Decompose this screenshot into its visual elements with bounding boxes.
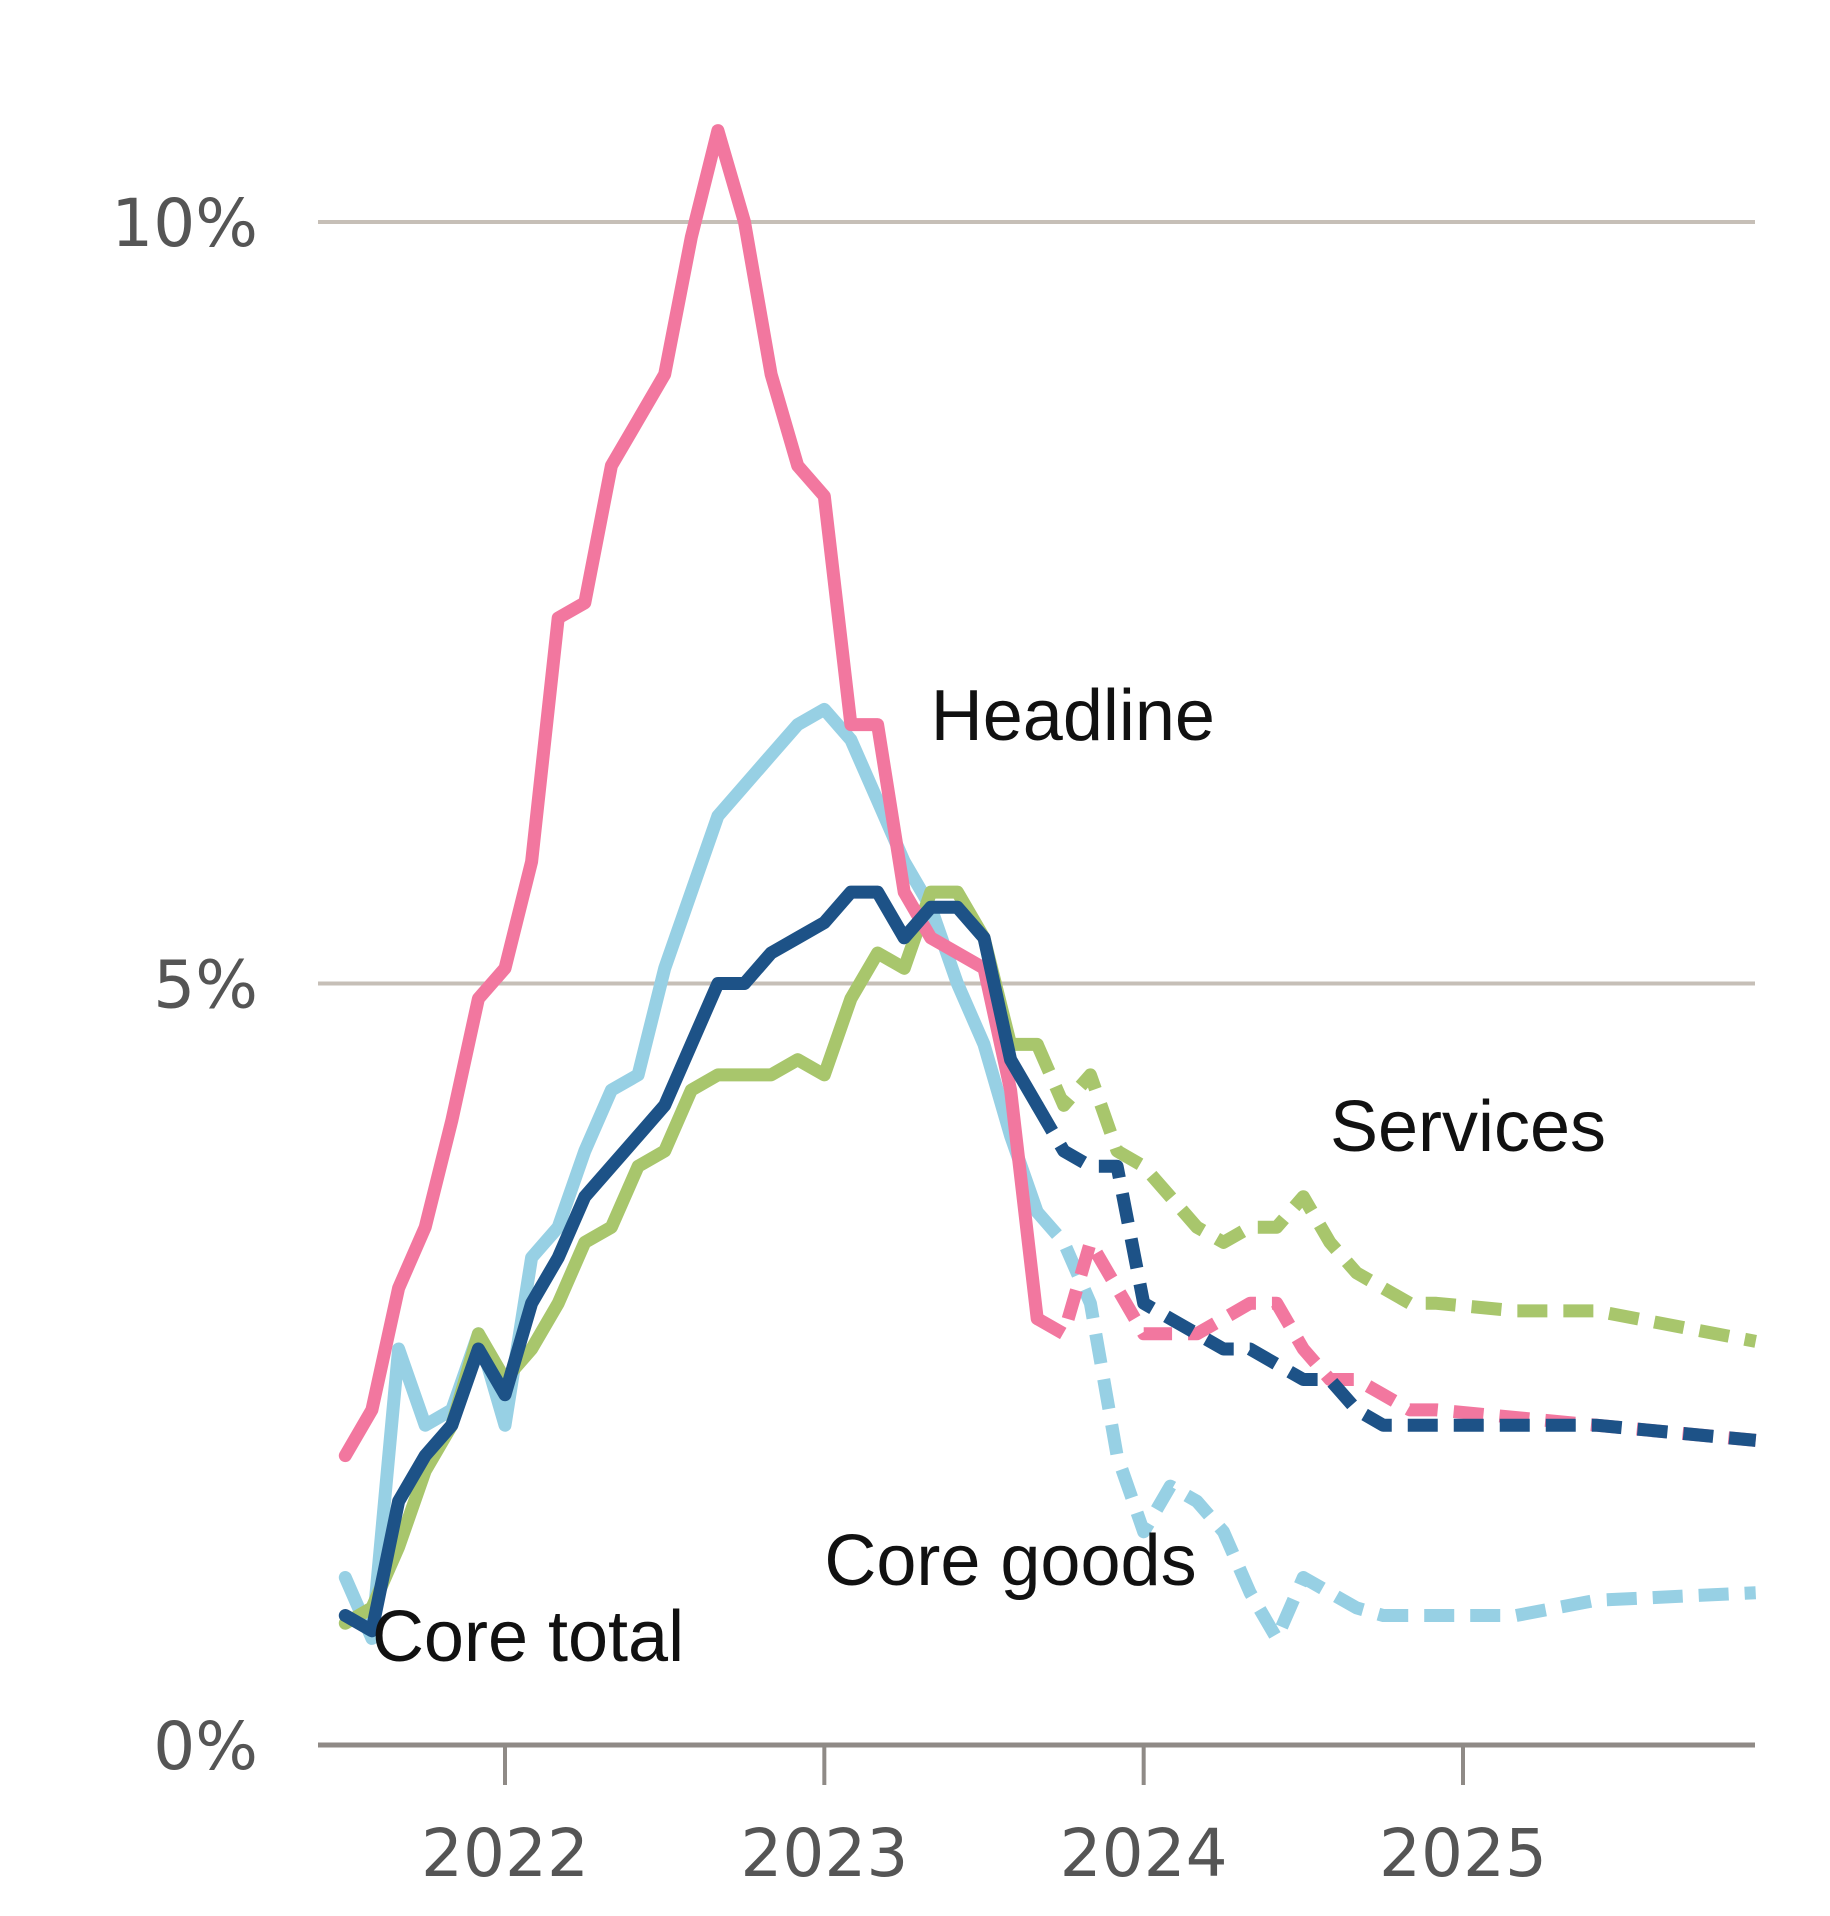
series-core-total-forecast <box>1031 1102 1757 1447</box>
series-label-core-goods: Core goods <box>824 1521 1196 1601</box>
series-label-core-total: Core total <box>372 1597 684 1677</box>
gridlines <box>318 220 1755 1748</box>
x-tick-label: 2025 <box>1379 1815 1547 1892</box>
series-core-goods-actual <box>338 702 1044 1645</box>
series-labels: Headline Core goods Services Core total <box>372 676 1606 1677</box>
series-core-total-actual <box>338 885 1044 1638</box>
x-tick-label: 2024 <box>1060 1815 1228 1892</box>
series-lines <box>338 124 1757 1645</box>
series-services-forecast <box>1031 1041 1757 1348</box>
x-axis: 2022 2023 2024 2025 <box>421 1745 1547 1892</box>
series-headline-actual <box>338 124 1044 1463</box>
y-tick-label: 5% <box>153 947 258 1024</box>
series-headline-forecast <box>1033 1235 1757 1447</box>
y-tick-label: 10% <box>111 185 258 262</box>
series-label-headline: Headline <box>931 676 1215 756</box>
x-tick-label: 2022 <box>421 1815 589 1892</box>
series-core-goods-forecast <box>1032 1207 1757 1645</box>
y-tick-label: 0% <box>153 1708 258 1785</box>
x-tick-label: 2023 <box>740 1815 908 1892</box>
series-services-actual <box>338 885 1044 1630</box>
y-tick-labels: 0% 5% 10% <box>111 185 258 1785</box>
series-label-services: Services <box>1330 1087 1606 1167</box>
